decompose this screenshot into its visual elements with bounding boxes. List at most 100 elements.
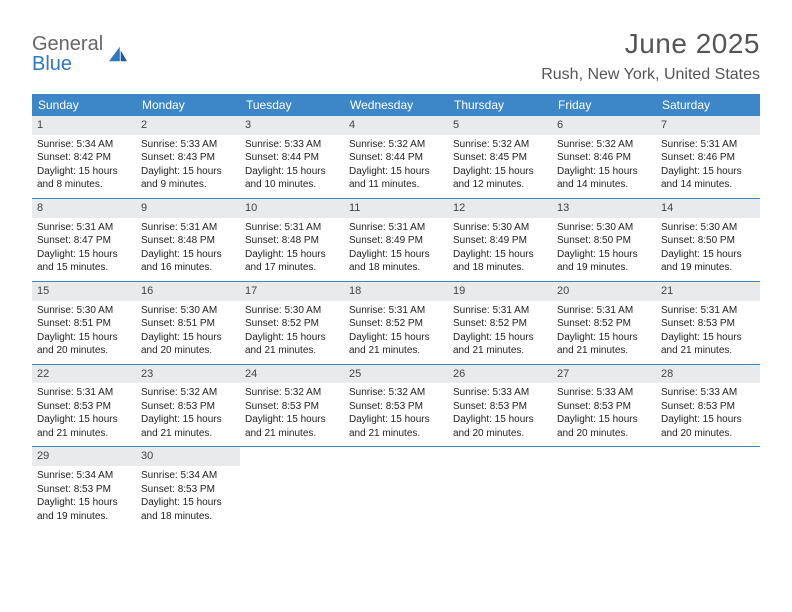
- sunset-text: Sunset: 8:52 PM: [453, 317, 547, 331]
- brand-word-1: General: [32, 33, 103, 55]
- weekday-header-row: Sunday Monday Tuesday Wednesday Thursday…: [32, 94, 760, 116]
- daylight-text: Daylight: 15 hours and 8 minutes.: [37, 165, 131, 192]
- daylight-text: Daylight: 15 hours and 9 minutes.: [141, 165, 235, 192]
- day-cell: 24Sunrise: 5:32 AMSunset: 8:53 PMDayligh…: [240, 365, 344, 447]
- day-cell: 17Sunrise: 5:30 AMSunset: 8:52 PMDayligh…: [240, 282, 344, 364]
- sunrise-text: Sunrise: 5:32 AM: [349, 386, 443, 400]
- daylight-text: Daylight: 15 hours and 20 minutes.: [37, 331, 131, 358]
- day-number: 28: [656, 365, 760, 384]
- day-number: 12: [448, 199, 552, 218]
- sunset-text: Sunset: 8:52 PM: [349, 317, 443, 331]
- day-number: 3: [240, 116, 344, 135]
- weekday-header: Thursday: [448, 94, 552, 116]
- day-number: 24: [240, 365, 344, 384]
- sunrise-text: Sunrise: 5:31 AM: [349, 221, 443, 235]
- sunrise-text: Sunrise: 5:30 AM: [453, 221, 547, 235]
- day-cell: 4Sunrise: 5:32 AMSunset: 8:44 PMDaylight…: [344, 116, 448, 198]
- brand-logo: General Blue: [32, 28, 129, 74]
- sunrise-text: Sunrise: 5:30 AM: [141, 304, 235, 318]
- daylight-text: Daylight: 15 hours and 15 minutes.: [37, 248, 131, 275]
- sunrise-text: Sunrise: 5:31 AM: [557, 304, 651, 318]
- sunset-text: Sunset: 8:52 PM: [557, 317, 651, 331]
- day-cell: 23Sunrise: 5:32 AMSunset: 8:53 PMDayligh…: [136, 365, 240, 447]
- daylight-text: Daylight: 15 hours and 16 minutes.: [141, 248, 235, 275]
- day-cell: 20Sunrise: 5:31 AMSunset: 8:52 PMDayligh…: [552, 282, 656, 364]
- sunset-text: Sunset: 8:43 PM: [141, 151, 235, 165]
- day-cell: 16Sunrise: 5:30 AMSunset: 8:51 PMDayligh…: [136, 282, 240, 364]
- daylight-text: Daylight: 15 hours and 12 minutes.: [453, 165, 547, 192]
- sunset-text: Sunset: 8:49 PM: [453, 234, 547, 248]
- day-number: 9: [136, 199, 240, 218]
- sunset-text: Sunset: 8:42 PM: [37, 151, 131, 165]
- sunrise-text: Sunrise: 5:31 AM: [37, 221, 131, 235]
- day-cell: 2Sunrise: 5:33 AMSunset: 8:43 PMDaylight…: [136, 116, 240, 198]
- sunrise-text: Sunrise: 5:33 AM: [557, 386, 651, 400]
- day-number: 11: [344, 199, 448, 218]
- sunrise-text: Sunrise: 5:33 AM: [661, 386, 755, 400]
- day-number: 10: [240, 199, 344, 218]
- weekday-header: Sunday: [32, 94, 136, 116]
- day-number: 5: [448, 116, 552, 135]
- daylight-text: Daylight: 15 hours and 17 minutes.: [245, 248, 339, 275]
- sunset-text: Sunset: 8:50 PM: [661, 234, 755, 248]
- daylight-text: Daylight: 15 hours and 21 minutes.: [453, 331, 547, 358]
- daylight-text: Daylight: 15 hours and 20 minutes.: [661, 413, 755, 440]
- day-cell: 9Sunrise: 5:31 AMSunset: 8:48 PMDaylight…: [136, 199, 240, 281]
- day-cell: 30Sunrise: 5:34 AMSunset: 8:53 PMDayligh…: [136, 447, 240, 529]
- brand-word-2: Blue: [32, 53, 72, 75]
- sunset-text: Sunset: 8:47 PM: [37, 234, 131, 248]
- sunset-text: Sunset: 8:53 PM: [37, 400, 131, 414]
- week-row: 8Sunrise: 5:31 AMSunset: 8:47 PMDaylight…: [32, 199, 760, 282]
- day-cell-empty: [344, 447, 448, 529]
- sunset-text: Sunset: 8:53 PM: [661, 317, 755, 331]
- day-cell: 8 Sunrise: 5:31 AMSunset: 8:47 PMDaylight…: [32, 199, 136, 281]
- daylight-text: Daylight: 15 hours and 14 minutes.: [661, 165, 755, 192]
- calendar: Sunday Monday Tuesday Wednesday Thursday…: [32, 94, 760, 529]
- day-cell: 27Sunrise: 5:33 AMSunset: 8:53 PMDayligh…: [552, 365, 656, 447]
- day-number: 25: [344, 365, 448, 384]
- weekday-header: Monday: [136, 94, 240, 116]
- daylight-text: Daylight: 15 hours and 19 minutes.: [661, 248, 755, 275]
- day-number: 21: [656, 282, 760, 301]
- sunset-text: Sunset: 8:45 PM: [453, 151, 547, 165]
- day-number: 23: [136, 365, 240, 384]
- daylight-text: Daylight: 15 hours and 21 minutes.: [245, 331, 339, 358]
- brand-text: General Blue: [32, 34, 103, 74]
- day-cell: 19Sunrise: 5:31 AMSunset: 8:52 PMDayligh…: [448, 282, 552, 364]
- sunrise-text: Sunrise: 5:31 AM: [141, 221, 235, 235]
- daylight-text: Daylight: 15 hours and 21 minutes.: [557, 331, 651, 358]
- sunset-text: Sunset: 8:46 PM: [557, 151, 651, 165]
- day-cell: 25Sunrise: 5:32 AMSunset: 8:53 PMDayligh…: [344, 365, 448, 447]
- day-cell: 15Sunrise: 5:30 AMSunset: 8:51 PMDayligh…: [32, 282, 136, 364]
- day-cell: 29Sunrise: 5:34 AMSunset: 8:53 PMDayligh…: [32, 447, 136, 529]
- daylight-text: Daylight: 15 hours and 18 minutes.: [453, 248, 547, 275]
- day-number: 8: [32, 199, 136, 218]
- day-cell: 6Sunrise: 5:32 AMSunset: 8:46 PMDaylight…: [552, 116, 656, 198]
- sunrise-text: Sunrise: 5:33 AM: [245, 138, 339, 152]
- week-row: 15Sunrise: 5:30 AMSunset: 8:51 PMDayligh…: [32, 282, 760, 365]
- day-cell: 26Sunrise: 5:33 AMSunset: 8:53 PMDayligh…: [448, 365, 552, 447]
- weekday-header: Friday: [552, 94, 656, 116]
- week-row: 29Sunrise: 5:34 AMSunset: 8:53 PMDayligh…: [32, 447, 760, 529]
- sunset-text: Sunset: 8:53 PM: [349, 400, 443, 414]
- sunrise-text: Sunrise: 5:31 AM: [349, 304, 443, 318]
- daylight-text: Daylight: 15 hours and 20 minutes.: [141, 331, 235, 358]
- sunset-text: Sunset: 8:51 PM: [37, 317, 131, 331]
- day-cell: 28Sunrise: 5:33 AMSunset: 8:53 PMDayligh…: [656, 365, 760, 447]
- weekday-header: Wednesday: [344, 94, 448, 116]
- week-row: 22Sunrise: 5:31 AMSunset: 8:53 PMDayligh…: [32, 365, 760, 448]
- sunrise-text: Sunrise: 5:32 AM: [141, 386, 235, 400]
- day-cell-empty: [448, 447, 552, 529]
- sunrise-text: Sunrise: 5:31 AM: [37, 386, 131, 400]
- sunset-text: Sunset: 8:53 PM: [453, 400, 547, 414]
- day-number: 1: [32, 116, 136, 135]
- sunset-text: Sunset: 8:50 PM: [557, 234, 651, 248]
- sunrise-text: Sunrise: 5:31 AM: [661, 138, 755, 152]
- day-cell: 1Sunrise: 5:34 AMSunset: 8:42 PMDaylight…: [32, 116, 136, 198]
- daylight-text: Daylight: 15 hours and 18 minutes.: [141, 496, 235, 523]
- weeks-container: 1Sunrise: 5:34 AMSunset: 8:42 PMDaylight…: [32, 116, 760, 529]
- sunrise-text: Sunrise: 5:31 AM: [661, 304, 755, 318]
- sunset-text: Sunset: 8:53 PM: [37, 483, 131, 497]
- weekday-header: Saturday: [656, 94, 760, 116]
- day-cell: 12 Sunrise: 5:30 AMSunset: 8:49 PMDayligh…: [448, 199, 552, 281]
